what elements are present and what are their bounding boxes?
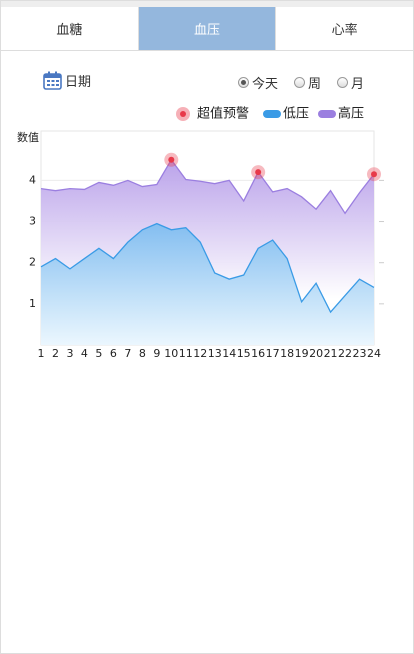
x-tick-label: 12 [193,347,207,360]
alert-point [371,171,377,178]
x-tick-label: 16 [251,347,265,360]
area [41,223,374,345]
legend-swatch [318,110,336,118]
x-tick-label: 21 [324,347,338,360]
x-tick-label: 13 [208,347,222,360]
tab[interactable]: 血糖 [1,7,139,50]
radio[interactable]: 今天 [238,73,278,92]
legend-swatch [180,111,186,117]
y-tick-label: 4 [29,173,36,186]
x-tick-label: 14 [222,347,236,360]
legend-label: 低压 [283,107,309,122]
y-tick-label: 1 [29,297,36,310]
alert-point [168,156,175,163]
legend-label: 超值预警 [197,106,249,122]
radio-label: 月 [351,77,365,92]
y-axis-label: 数值 [17,131,39,144]
x-tick-label: 7 [124,347,131,360]
x-tick-label: 10 [164,347,178,360]
x-tick-label: 22 [338,347,352,360]
radio-label: 周 [308,77,322,92]
legend-label: 高压 [338,106,364,122]
calendar-icon [43,71,62,90]
date-label: 日期 [65,75,92,90]
status-strip [1,1,413,7]
x-tick-label: 6 [110,347,117,360]
x-tick-label: 24 [367,347,381,360]
range-options: 今天 周 月 [238,73,380,92]
tab[interactable]: 心率 [331,23,358,38]
x-tick-label: 17 [266,347,280,360]
x-tick-label: 9 [153,347,160,360]
legend-swatch [263,110,281,118]
radio-label: 今天 [252,77,279,92]
y-tick-label: 2 [29,256,36,269]
tab[interactable]: 血压 [138,7,277,50]
x-tick-label: 2 [52,347,59,360]
x-tick-label: 1 [38,347,45,360]
x-tick-label: 11 [179,347,193,360]
radio[interactable]: 周 [294,73,321,92]
tab-bar: 血糖 血压 心率 [1,7,413,51]
line [40,222,375,314]
x-tick-label: 8 [139,347,146,360]
alert-point [255,169,262,176]
x-tick-label: 20 [309,347,323,360]
x-tick-label: 3 [66,347,73,360]
x-tick-label: 15 [237,347,251,360]
y-tick-label: 3 [29,215,36,228]
radio[interactable]: 月 [337,73,364,92]
x-tick-label: 4 [81,347,88,360]
x-tick-label: 5 [95,347,102,360]
x-tick-label: 19 [295,347,309,360]
line [40,158,375,215]
x-tick-label: 23 [353,347,367,360]
x-tick-label: 18 [280,347,294,360]
date-picker[interactable]: 日期 [43,71,91,90]
